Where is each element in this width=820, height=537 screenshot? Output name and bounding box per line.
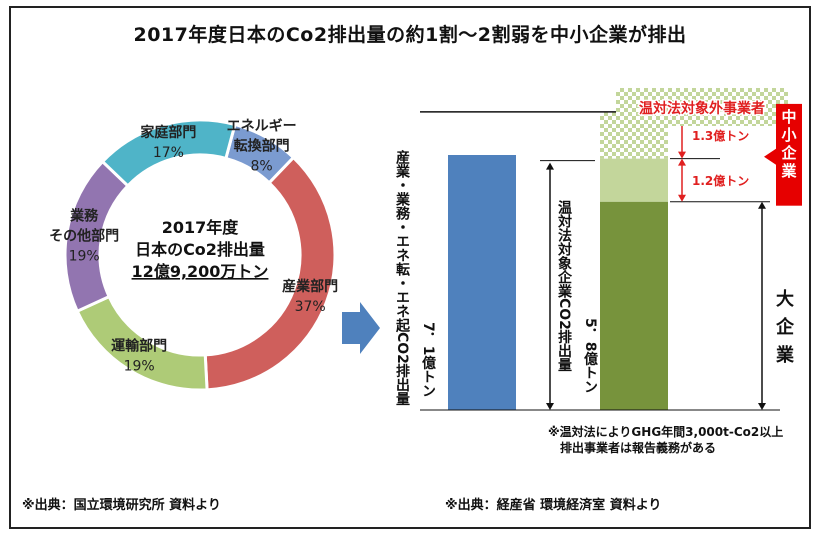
callout-text: 温対法対象外事業者 [639,100,765,117]
donut-slice-1 [203,155,337,392]
donut-label-2: 運輸部門 [111,338,167,355]
gap-label-2: 1.2億トン [692,173,749,188]
donut-label-0: エネルギー [227,118,297,135]
large-enterprise-arrow [758,201,766,410]
donut-slice-4 [100,118,237,188]
donut-center-text-2: 12億9,200万トン [132,262,269,281]
donut-label-0: 転換部門 [234,138,290,155]
bar-industrial-total [448,155,516,410]
donut-value-label-0: 8% [250,159,272,175]
donut-label-1: 産業部門 [282,278,338,295]
donut-label-3: その他部門 [49,227,119,244]
bar1-category-label: 産業・業務・エネ転・エネ起CO2排出量 [394,150,410,406]
donut-label-4: 家庭部門 [140,124,196,141]
donut-value-label-1: 37% [295,299,326,315]
bar-segment-1 [600,158,668,202]
donut-value-label-4: 17% [153,145,184,161]
footnote-line-1: ※温対法によりGHG年間3,000t-Co2以上 [548,425,784,439]
large-enterprise-label-char: 大 [776,288,794,310]
sme-label-char: 企 [780,144,797,162]
donut-label-3: 業務 [69,207,99,224]
sme-badge [776,103,802,206]
source-right: ※出典：経産省 環境経済室 資料より [445,498,662,513]
sme-label-char: 小 [781,126,796,144]
sme-label-char: 業 [780,162,797,180]
bar-segment-0 [600,201,668,410]
sme-label-char: 中 [781,108,796,126]
donut-center-text-1: 日本のCo2排出量 [135,240,265,259]
source-left: ※出典：国立環境研究所 資料より [22,498,221,513]
chart-title: 2017年度日本のCo2排出量の約1割〜2割弱を中小企業が排出 [133,24,687,46]
sme-badge-pointer [764,148,776,165]
gap-label-1: 1.3億トン [692,128,749,143]
large-enterprise-label-char: 企 [775,316,795,338]
gap-arrow-2 [678,158,686,202]
callout-box [616,88,788,126]
large-enterprise-label-char: 業 [775,344,795,366]
donut-center-text-0: 2017年度 [162,218,240,237]
donut-value-label-3: 19% [69,248,100,264]
bar2-category-label: 温対法対象企業CO2排出量 [556,200,572,372]
bar2-height-arrow [546,162,554,410]
bar2-value-label: 5．8億トン [582,318,598,394]
bar1-value-label: 7．1億トン [420,322,436,398]
footnote-line-2: 排出事業者は報告義務がある [560,441,717,455]
right-arrow-icon [342,302,380,354]
donut-value-label-2: 19% [124,359,155,375]
